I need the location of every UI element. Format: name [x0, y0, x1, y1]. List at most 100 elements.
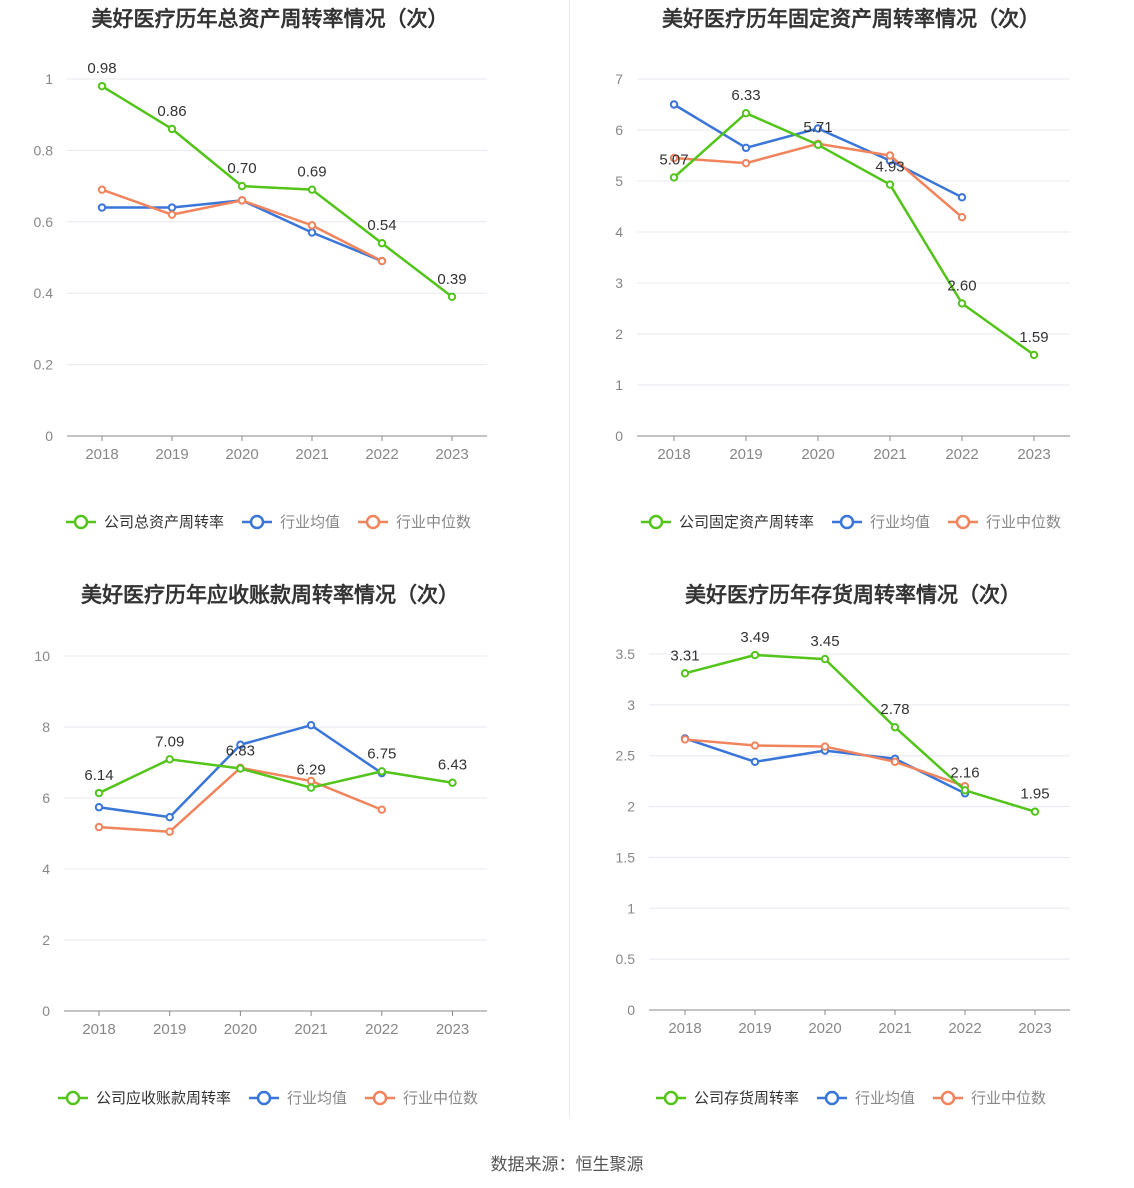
- x-tick-label: 2019: [729, 446, 762, 463]
- legend-marker: [824, 1090, 840, 1106]
- x-tick-label: 2022: [365, 1021, 398, 1038]
- data-point-median: [237, 196, 247, 205]
- x-tick-label: 2021: [295, 446, 328, 463]
- x-tick-label: 2019: [155, 446, 188, 463]
- data-label: 2.16: [950, 764, 979, 781]
- data-point-median: [669, 153, 679, 163]
- data-point-company: [237, 181, 247, 191]
- data-point-company: [741, 108, 751, 118]
- data-label: 1.59: [1019, 329, 1048, 346]
- legend-label: 公司应收账款周转率: [96, 1089, 231, 1107]
- legend-marker: [365, 514, 381, 530]
- data-label: 2.60: [947, 277, 976, 294]
- data-point-median: [890, 757, 900, 767]
- data-label: 5.71: [803, 119, 832, 136]
- vertical-divider: [569, 0, 570, 1118]
- y-tick-label: 7: [615, 71, 623, 87]
- data-label: 6.43: [438, 757, 467, 774]
- data-point-company: [97, 81, 107, 91]
- y-tick-label: 4: [615, 224, 623, 240]
- chart-canvas: 美好医疗历年存货周转率情况（次） 0 0.5 1 1.5 2 2.5 3 3.5 2018 2019…: [616, 583, 1070, 1107]
- legend-label: 公司总资产周转率: [104, 514, 224, 531]
- chart-canvas: 美好医疗历年固定资产周转率情况（次） 0 1 2 3 4 5 6 7 2018 2019 2020 20…: [615, 7, 1070, 531]
- data-label: 0.98: [87, 60, 116, 77]
- y-tick-label: 0.6: [34, 214, 54, 230]
- y-tick-label: 0: [627, 1002, 635, 1018]
- data-point-company: [680, 669, 690, 678]
- x-tick-label: 2020: [224, 1021, 257, 1038]
- data-label: 6.83: [226, 743, 255, 760]
- chart-title: 美好医疗历年固定资产周转率情况（次）: [662, 7, 1040, 31]
- data-point-median: [680, 735, 690, 744]
- y-tick-label: 4: [42, 861, 50, 877]
- x-tick-label: 2019: [738, 1020, 771, 1037]
- data-point-median: [94, 822, 104, 832]
- y-tick-label: 1: [627, 900, 635, 916]
- data-point-median: [820, 742, 830, 751]
- data-label: 7.09: [155, 733, 184, 750]
- legend-item-median: 行业中位数: [365, 1090, 478, 1107]
- data-point-company: [306, 783, 316, 792]
- x-tick-label: 2020: [808, 1020, 841, 1037]
- legend-item-median: 行业中位数: [358, 514, 471, 531]
- legend-label: 行业均值: [287, 1090, 347, 1107]
- legend-marker: [256, 1090, 272, 1106]
- data-point-company: [750, 650, 760, 660]
- legend-marker: [955, 514, 971, 530]
- data-label: 0.39: [437, 271, 466, 288]
- data-point-median: [97, 185, 107, 194]
- series-line-company: [684, 653, 1036, 813]
- data-label: 6.14: [84, 767, 113, 784]
- data-point-median: [885, 151, 895, 160]
- data-label: 1.95: [1020, 786, 1049, 803]
- y-tick-label: 2: [42, 932, 50, 948]
- data-point-company: [885, 180, 895, 189]
- chart-title: 美好医疗历年总资产周转率情况（次）: [92, 7, 449, 31]
- legend-label: 行业均值: [280, 514, 340, 531]
- legend-marker: [648, 514, 664, 530]
- x-tick-label: 2022: [948, 1020, 981, 1037]
- x-tick-label: 2023: [1017, 446, 1050, 463]
- y-tick-label: 5: [615, 173, 623, 189]
- data-point-avg: [750, 757, 760, 767]
- legend-item-avg: 行业均值: [817, 1090, 915, 1107]
- data-label: 6.33: [731, 87, 760, 104]
- x-tick-label: 2021: [294, 1021, 327, 1038]
- data-label: 0.86: [157, 103, 186, 120]
- x-tick-label: 2019: [153, 1021, 186, 1038]
- data-point-avg: [306, 721, 316, 730]
- chart-title: 美好医疗历年存货周转率情况（次）: [685, 583, 1021, 607]
- data-point-company: [307, 185, 317, 194]
- legend-item-median: 行业中位数: [948, 514, 1061, 531]
- data-point-avg: [813, 124, 823, 133]
- y-tick-label: 3.5: [616, 646, 636, 662]
- data-point-company: [447, 292, 457, 301]
- data-point-median: [377, 256, 387, 266]
- data-point-median: [165, 827, 174, 836]
- data-point-median: [307, 221, 317, 230]
- legend-label: 公司存货周转率: [694, 1090, 799, 1107]
- x-tick-label: 2018: [82, 1021, 115, 1038]
- chart-fixed-asset-turnover: 美好医疗历年固定资产周转率情况（次） 0 1 2 3 4 5 6 7 2018 2019 2020 20…: [567, 0, 1134, 560]
- y-tick-label: 3: [627, 697, 635, 713]
- data-point-company: [94, 788, 104, 798]
- data-point-median: [741, 158, 751, 168]
- x-tick-label: 2018: [85, 446, 118, 463]
- y-tick-label: 0: [45, 428, 53, 444]
- data-point-company: [957, 299, 967, 308]
- y-tick-label: 8: [42, 719, 50, 735]
- data-point-avg: [165, 812, 174, 822]
- data-point-avg: [167, 203, 177, 212]
- y-tick-label: 10: [34, 648, 50, 664]
- data-label: 2.78: [880, 701, 909, 718]
- x-tick-label: 2023: [435, 446, 468, 463]
- legend-label: 行业中位数: [986, 514, 1061, 531]
- data-point-company: [669, 173, 679, 182]
- y-tick-label: 0.2: [34, 357, 54, 373]
- data-point-median: [306, 776, 316, 786]
- chart-canvas: 美好医疗历年总资产周转率情况（次） 0 0.2 0.4 0.6 0.8 1 2018 2019 2…: [34, 7, 487, 531]
- y-tick-label: 6: [615, 122, 623, 138]
- series-line-company: [98, 758, 453, 795]
- legend-item-company: 公司应收账款周转率: [58, 1089, 231, 1107]
- legend-label: 公司固定资产周转率: [679, 514, 814, 531]
